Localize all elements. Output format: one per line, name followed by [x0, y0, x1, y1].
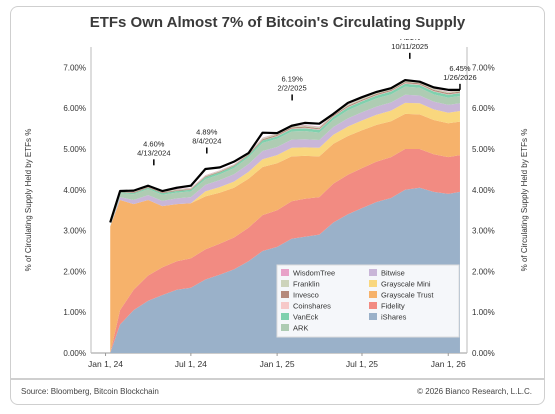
y-tick-label-right: 5.00% [472, 145, 495, 154]
annotation-value: 6.45% [449, 64, 471, 73]
legend-label: WisdomTree [293, 269, 335, 278]
total-line [109, 78, 460, 223]
annotation-value: 6.19% [281, 74, 303, 83]
y-tick-label-left: 3.00% [63, 227, 86, 236]
legend-label: Franklin [293, 280, 320, 289]
legend-label: Invesco [293, 291, 319, 300]
y-tick-label-right: 2.00% [472, 267, 495, 276]
legend-label: iShares [381, 313, 407, 322]
y-tick-label-left: 6.00% [63, 104, 86, 113]
y-tick-label-right: 0.00% [472, 349, 495, 358]
legend-label: Grayscale Trust [381, 291, 434, 300]
x-tick-label: Jan 1, 26 [431, 359, 466, 369]
area-fidelity [110, 149, 460, 353]
annotation-value: 4.60% [143, 139, 165, 148]
legend-swatch [281, 324, 289, 331]
footer: Source: Bloomberg, Bitcoin Blockchain © … [10, 379, 545, 405]
y-tick-label-right: 6.00% [472, 104, 495, 113]
legend-swatch [369, 313, 377, 320]
legend-swatch [281, 291, 289, 298]
y-tick-label-right: 3.00% [472, 227, 495, 236]
legend-swatch [369, 291, 377, 298]
annotation-date: 8/4/2024 [192, 136, 221, 145]
annotation-value: 4.89% [196, 127, 218, 136]
y-tick-label-right: 1.00% [472, 308, 495, 317]
legend-swatch [281, 269, 289, 276]
legend-swatch [281, 302, 289, 309]
legend-label: Coinshares [293, 302, 331, 311]
legend-swatch [369, 269, 377, 276]
y-tick-label-left: 2.00% [63, 267, 86, 276]
area-grayscale-mini [110, 102, 460, 227]
x-tick-label: Jul 1, 24 [175, 359, 207, 369]
legend-box [276, 264, 460, 338]
legend-label: VanEck [293, 313, 319, 322]
y-axis-label-left: % of Circulating Supply Held by ETFs % [24, 129, 33, 272]
y-tick-label-right: 7.00% [472, 63, 495, 72]
y-axis-label-right: % of Circulating Supply Held by ETFs % [520, 129, 529, 272]
legend-swatch [369, 280, 377, 287]
y-tick-label-left: 0.00% [63, 349, 86, 358]
legend-label: Fidelity [381, 302, 405, 311]
x-tick-label: Jan 1, 24 [88, 359, 123, 369]
y-tick-label-right: 4.00% [472, 186, 495, 195]
area-chart: 0.00% 0.00% 1.00% 1.00% 2.00% 2.00% 3.00% 3.00%… [24, 33, 529, 369]
copyright-note: © 2026 Bianco Research, L.L.C. [417, 387, 532, 396]
chart-title: ETFs Own Almost 7% of Bitcoin's Circulat… [89, 14, 466, 31]
legend-label: ARK [293, 324, 308, 333]
legend-label: Grayscale Mini [381, 280, 431, 289]
y-tick-label-left: 5.00% [63, 145, 86, 154]
y-tick-label-left: 7.00% [63, 63, 86, 72]
chart-panel: 0.00% 0.00% 1.00% 1.00% 2.00% 2.00% 3.00% 3.00%… [10, 33, 545, 379]
title-bar: ETFs Own Almost 7% of Bitcoin's Circulat… [10, 6, 545, 40]
y-tick-label-left: 4.00% [63, 186, 86, 195]
legend-swatch [281, 280, 289, 287]
x-tick-label: Jan 1, 25 [260, 359, 295, 369]
annotation-date: 10/11/2025 [391, 42, 428, 51]
source-note: Source: Bloomberg, Bitcoin Blockchain [21, 387, 159, 396]
annotation-date: 2/2/2025 [278, 83, 307, 92]
legend-swatch [369, 302, 377, 309]
legend-label: Bitwise [381, 269, 405, 278]
legend-swatch [281, 313, 289, 320]
annotation-date: 1/26/2026 [443, 73, 476, 82]
y-tick-label-left: 1.00% [63, 308, 86, 317]
area-grayscale-trust [110, 113, 460, 353]
annotation-date: 4/13/2024 [137, 148, 170, 157]
x-tick-label: Jul 1, 25 [346, 359, 378, 369]
area-bitwise [110, 94, 460, 227]
